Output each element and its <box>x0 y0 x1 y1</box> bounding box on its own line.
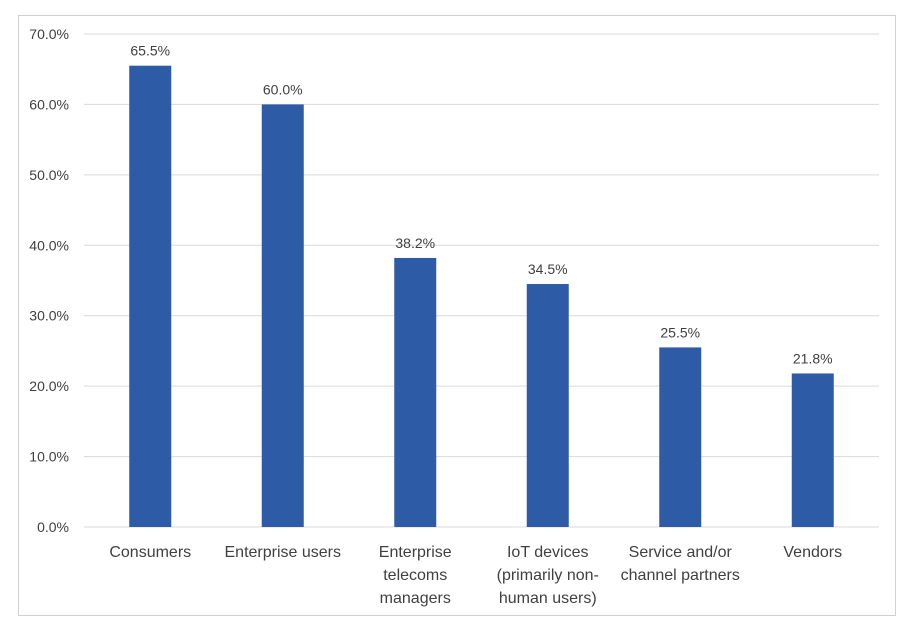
y-tick-label: 20.0% <box>29 378 69 394</box>
data-label: 21.8% <box>793 350 833 366</box>
x-category-label: IoT devices <box>507 544 589 561</box>
data-label: 38.2% <box>395 235 435 251</box>
y-axis-tick-labels: 0.0% 10.0% 20.0% 30.0% 40.0% 50.0% 60.0% 70.0% <box>29 26 69 535</box>
data-label: 60.0% <box>263 81 303 97</box>
y-tick-label: 60.0% <box>29 96 69 112</box>
bar <box>791 373 834 527</box>
data-labels: 65.5% 60.0% 38.2% 34.5% 25.5% 21.8% <box>130 43 832 367</box>
bar <box>526 284 569 527</box>
y-tick-label: 50.0% <box>29 167 69 183</box>
y-tick-label: 10.0% <box>29 449 69 465</box>
x-category-label: Vendors <box>783 544 842 561</box>
x-category-label: human users) <box>499 590 597 607</box>
x-category-label: (primarily non- <box>497 567 599 584</box>
x-category-label: telecoms <box>383 567 447 584</box>
bars <box>129 65 834 527</box>
x-category-label: Enterprise users <box>225 544 342 561</box>
bar <box>394 257 437 527</box>
x-category-label: Enterprise <box>379 544 452 561</box>
bar <box>129 65 172 527</box>
data-label: 25.5% <box>660 324 700 340</box>
data-label: 65.5% <box>130 43 170 59</box>
x-category-label: managers <box>380 590 451 607</box>
x-category-label: Consumers <box>109 544 191 561</box>
x-axis-category-labels: Consumers Enterprise users Enterprise telec… <box>109 544 842 607</box>
gridlines <box>84 33 879 528</box>
y-tick-label: 30.0% <box>29 308 69 324</box>
y-tick-label: 70.0% <box>29 26 69 42</box>
y-tick-label: 0.0% <box>37 519 69 535</box>
bar <box>261 104 304 527</box>
x-category-label: channel partners <box>621 567 740 584</box>
bar <box>659 347 702 527</box>
x-category-label: Service and/or <box>629 544 733 561</box>
y-tick-label: 40.0% <box>29 237 69 253</box>
data-label: 34.5% <box>528 261 568 277</box>
